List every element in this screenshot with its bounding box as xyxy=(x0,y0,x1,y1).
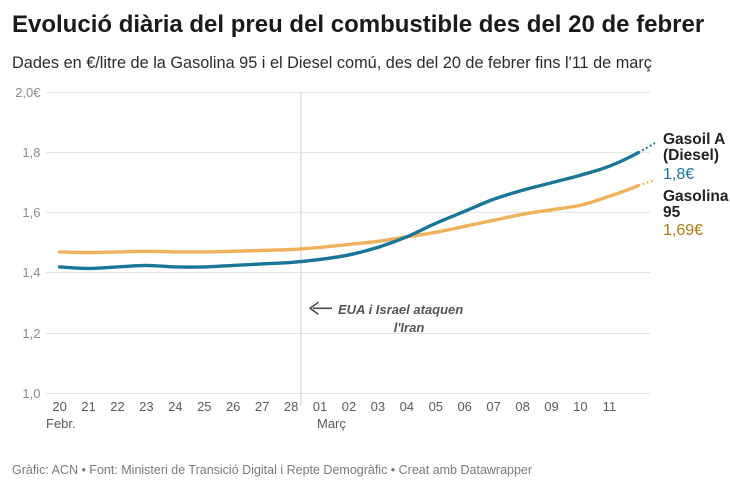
svg-text:05: 05 xyxy=(429,399,443,414)
svg-text:08: 08 xyxy=(515,399,529,414)
svg-text:02: 02 xyxy=(342,399,356,414)
svg-text:EUA i Israel ataquen: EUA i Israel ataquen xyxy=(338,302,463,317)
svg-text:09: 09 xyxy=(544,399,558,414)
svg-text:06: 06 xyxy=(457,399,471,414)
svg-text:11: 11 xyxy=(603,399,617,414)
svg-text:1,8: 1,8 xyxy=(22,145,40,160)
svg-text:21: 21 xyxy=(81,399,95,414)
svg-text:1,0: 1,0 xyxy=(22,386,40,401)
svg-text:2,0€: 2,0€ xyxy=(15,85,41,100)
svg-text:22: 22 xyxy=(110,399,124,414)
svg-text:01: 01 xyxy=(313,399,327,414)
svg-text:26: 26 xyxy=(226,399,240,414)
svg-text:04: 04 xyxy=(400,399,414,414)
svg-text:20: 20 xyxy=(52,399,66,414)
svg-text:Març: Març xyxy=(317,416,346,431)
svg-text:1,2: 1,2 xyxy=(22,326,40,341)
svg-text:1,4: 1,4 xyxy=(22,265,40,280)
svg-text:25: 25 xyxy=(197,399,211,414)
svg-text:07: 07 xyxy=(486,399,500,414)
svg-text:l'Iran: l'Iran xyxy=(394,320,425,335)
svg-text:1,6: 1,6 xyxy=(22,205,40,220)
svg-text:28: 28 xyxy=(284,399,298,414)
svg-text:03: 03 xyxy=(371,399,385,414)
svg-text:10: 10 xyxy=(573,399,587,414)
svg-text:24: 24 xyxy=(168,399,182,414)
svg-text:Febr.: Febr. xyxy=(46,416,76,431)
svg-text:23: 23 xyxy=(139,399,153,414)
svg-text:27: 27 xyxy=(255,399,269,414)
